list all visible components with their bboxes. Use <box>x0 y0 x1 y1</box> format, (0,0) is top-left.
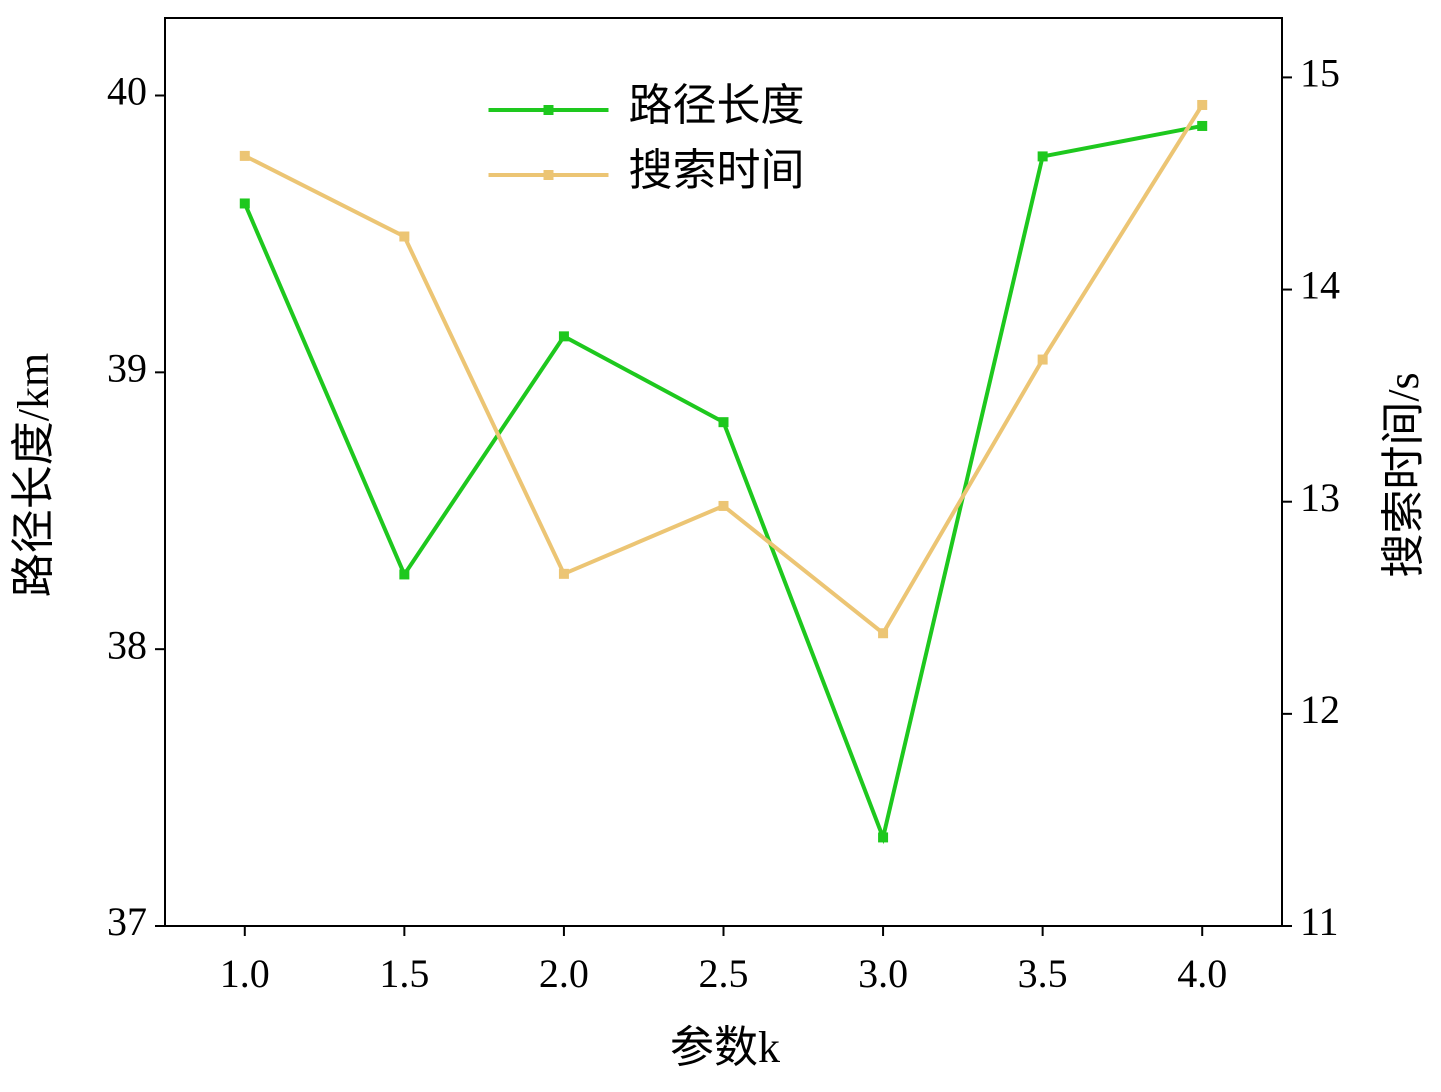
x-tick-label: 3.5 <box>1018 951 1068 996</box>
legend-label: 搜索时间 <box>629 146 805 195</box>
point-marker <box>558 568 569 579</box>
y-tick-label: 39 <box>107 346 147 391</box>
y2-tick-label: 13 <box>1300 475 1340 520</box>
point-marker <box>558 331 569 342</box>
y2-tick-label: 12 <box>1300 687 1340 732</box>
x-tick-label: 2.5 <box>699 951 749 996</box>
point-marker <box>399 569 410 580</box>
point-marker <box>239 198 250 209</box>
y-tick-label: 38 <box>107 622 147 667</box>
point-marker <box>718 500 729 511</box>
point-marker <box>718 417 729 428</box>
y-tick-label: 40 <box>107 69 147 114</box>
series-line <box>242 123 1203 845</box>
y2-tick-label: 11 <box>1300 899 1339 944</box>
point-marker <box>878 628 889 639</box>
x-tick-label: 2.0 <box>539 951 589 996</box>
legend-marker <box>543 170 554 180</box>
point-marker <box>1037 354 1048 365</box>
y2-tick-label: 14 <box>1300 263 1340 308</box>
point-marker <box>1037 151 1048 162</box>
x-tick-label: 3.0 <box>858 951 908 996</box>
legend-marker <box>543 105 554 115</box>
y2-tick-label: 15 <box>1300 51 1340 96</box>
point-marker <box>399 231 410 242</box>
point-marker <box>1197 120 1208 131</box>
point-marker <box>239 150 250 161</box>
y2-axis-label: 搜索时间/s <box>1379 372 1428 577</box>
y-tick-label: 37 <box>107 899 147 944</box>
point-marker <box>1197 99 1208 110</box>
x-tick-label: 1.5 <box>379 951 429 996</box>
point-marker <box>878 832 889 843</box>
y-axis-label: 路径长度/km <box>9 353 58 597</box>
x-tick-label: 4.0 <box>1177 951 1227 996</box>
legend-label: 路径长度 <box>629 81 805 130</box>
x-tick-label: 1.0 <box>220 951 270 996</box>
x-axis-label: 参数k <box>670 1023 780 1072</box>
